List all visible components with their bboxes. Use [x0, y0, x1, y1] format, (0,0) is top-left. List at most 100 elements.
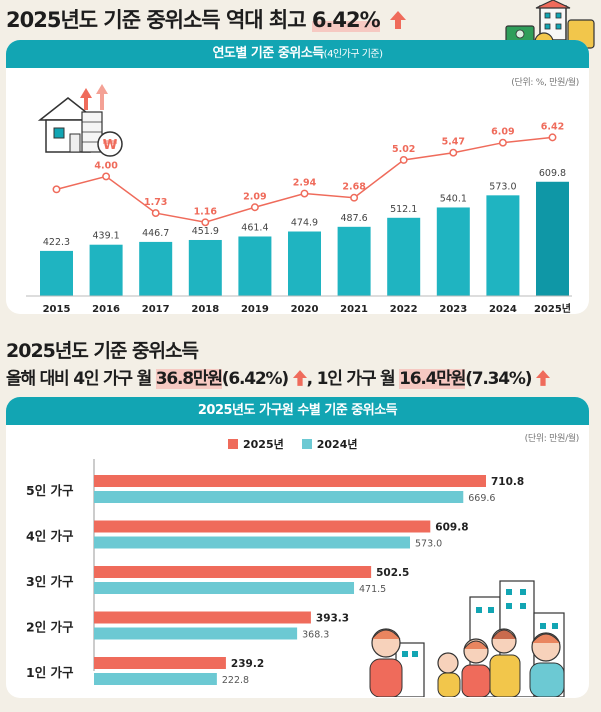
- rate-point: [498, 138, 507, 147]
- bar-value-label: 512.1: [390, 204, 417, 215]
- bar-value-label: 609.8: [435, 522, 468, 534]
- bar-value-label: 573.0: [489, 181, 516, 192]
- yearly-chart-unit: (단위: %, 만원/월): [511, 78, 579, 88]
- bar-value-label: 573.0: [415, 539, 442, 550]
- subheading-line1: 2025년도 기준 중위소득: [6, 340, 199, 362]
- up-arrow-icon: [390, 11, 407, 29]
- legend-label-2025: 2025년: [243, 438, 284, 451]
- rate-label: 1.16: [194, 206, 218, 217]
- subheading-part-f: (7.34%): [465, 369, 532, 389]
- yearly-chart-title: 연도별 기준 중위소득(4인가구 기준): [6, 40, 589, 68]
- rate-point: [399, 156, 408, 164]
- bar-value-label: 502.5: [376, 567, 409, 579]
- rate-label: 5.47: [442, 137, 465, 148]
- bar-2024년-4인 가구: [94, 536, 411, 549]
- house-money-icon: ₩: [37, 84, 123, 157]
- bar-2022: [387, 217, 421, 296]
- subheading-part-c: (6.42%): [221, 369, 289, 389]
- x-tick-label: 2018: [191, 304, 219, 314]
- legend-item-2025: 2025년: [228, 436, 284, 452]
- svg-text:₩: ₩: [103, 138, 118, 153]
- legend-label-2024: 2024년: [316, 438, 358, 451]
- rate-point: [350, 193, 359, 202]
- x-tick-label: 2025년: [534, 302, 571, 314]
- bar-2015: [40, 250, 73, 296]
- x-tick-label: 2024: [489, 304, 517, 314]
- bar-2020: [288, 231, 321, 296]
- household-chart-unit: (단위: 만원/월): [524, 434, 580, 444]
- rate-label: 5.02: [392, 144, 415, 155]
- bar-value-label: 540.1: [440, 193, 467, 204]
- x-tick-label: 2022: [390, 304, 418, 314]
- legend-swatch-2025: [228, 439, 238, 449]
- rate-label: 6.42: [541, 121, 564, 132]
- bar-2021: [337, 226, 371, 296]
- legend-item-2024: 2024년: [301, 436, 358, 452]
- bar-value-label: 368.3: [302, 630, 329, 641]
- bar-2019: [238, 236, 272, 296]
- yearly-chart-title-suffix: (4인가구 기준): [323, 49, 383, 60]
- bar-value-label: 474.9: [291, 218, 318, 229]
- household-chart-legend: 2025년 2024년: [228, 436, 358, 452]
- bar-value-label: 487.6: [340, 213, 367, 224]
- bar-2024년-5인 가구: [94, 491, 464, 503]
- x-tick-label: 2015: [43, 304, 71, 314]
- rate-label: 1.73: [144, 197, 167, 208]
- bar-2016: [89, 244, 123, 296]
- x-tick-label: 2021: [340, 304, 368, 314]
- bar-value-label: 239.2: [231, 658, 264, 670]
- x-tick-label: 2023: [439, 304, 467, 314]
- rate-point: [151, 209, 160, 218]
- headline-value: 6.42%: [311, 8, 381, 32]
- bar-value-label: 439.1: [92, 231, 119, 242]
- x-tick-label: 2019: [241, 304, 269, 314]
- subheading-part-a: 올해 대비 4인 가구 월: [6, 369, 156, 389]
- rate-label: 2.09: [243, 191, 266, 202]
- bar-value-label: 422.3: [43, 237, 70, 248]
- category-label: 1인 가구: [26, 665, 74, 680]
- bar-2024년-2인 가구: [94, 627, 298, 640]
- rate-point: [548, 133, 557, 142]
- bar-value-label: 609.8: [539, 168, 566, 179]
- bar-value-label: 451.9: [192, 226, 219, 237]
- bar-value-label: 669.6: [468, 493, 495, 504]
- subheading-part-e: 16.4만원: [399, 369, 466, 389]
- rate-point: [250, 203, 259, 212]
- yearly-chart-panel: 연도별 기준 중위소득(4인가구 기준) (단위: %, 만원/월) 422.3…: [6, 40, 589, 314]
- subheading-part-b: 36.8만원: [155, 369, 223, 389]
- bar-value-label: 446.7: [142, 228, 169, 239]
- subheading-line2: 올해 대비 4인 가구 월 36.8만원(6.42%) , 1인 가구 월 16…: [6, 364, 551, 389]
- up-arrow-icon: [536, 370, 551, 386]
- bar-2025년-5인 가구: [94, 475, 486, 487]
- bar-2024년-1인 가구: [94, 673, 217, 685]
- rate-point: [52, 185, 61, 194]
- bar-value-label: 710.8: [491, 476, 524, 488]
- bar-value-label: 461.4: [241, 222, 268, 233]
- family-city-illustration-icon: [369, 580, 565, 697]
- bar-value-label: 222.8: [222, 675, 249, 686]
- bar-2023: [436, 207, 470, 296]
- x-tick-label: 2017: [142, 304, 170, 314]
- rate-point: [300, 189, 309, 198]
- subheading-part-d: , 1인 가구 월: [306, 369, 400, 389]
- bar-2018: [188, 239, 222, 296]
- headline-text: 2025년도 기준 중위소득 역대 최고: [6, 8, 312, 32]
- bars-group: [40, 181, 569, 296]
- category-label: 3인 가구: [26, 574, 74, 589]
- bar-2025년-4인 가구: [94, 520, 431, 533]
- bar-2025년-2인 가구: [94, 611, 311, 624]
- bar-value-label: 393.3: [316, 613, 349, 625]
- yearly-chart-title-text: 연도별 기준 중위소득: [212, 46, 324, 61]
- rate-label: 2.94: [293, 178, 317, 189]
- legend-swatch-2024: [301, 439, 312, 449]
- rate-point: [102, 172, 111, 181]
- category-label: 2인 가구: [26, 620, 74, 635]
- rate-label: 2.68: [342, 182, 366, 193]
- x-tick-label: 2016: [92, 304, 120, 314]
- rate-point: [201, 218, 210, 227]
- bar-2025년-1인 가구: [94, 657, 226, 669]
- bar-2024: [486, 195, 520, 296]
- x-tick-label: 2020: [291, 304, 319, 314]
- headline: 2025년도 기준 중위소득 역대 최고 6.42%: [6, 4, 407, 34]
- category-label: 4인 가구: [26, 529, 74, 544]
